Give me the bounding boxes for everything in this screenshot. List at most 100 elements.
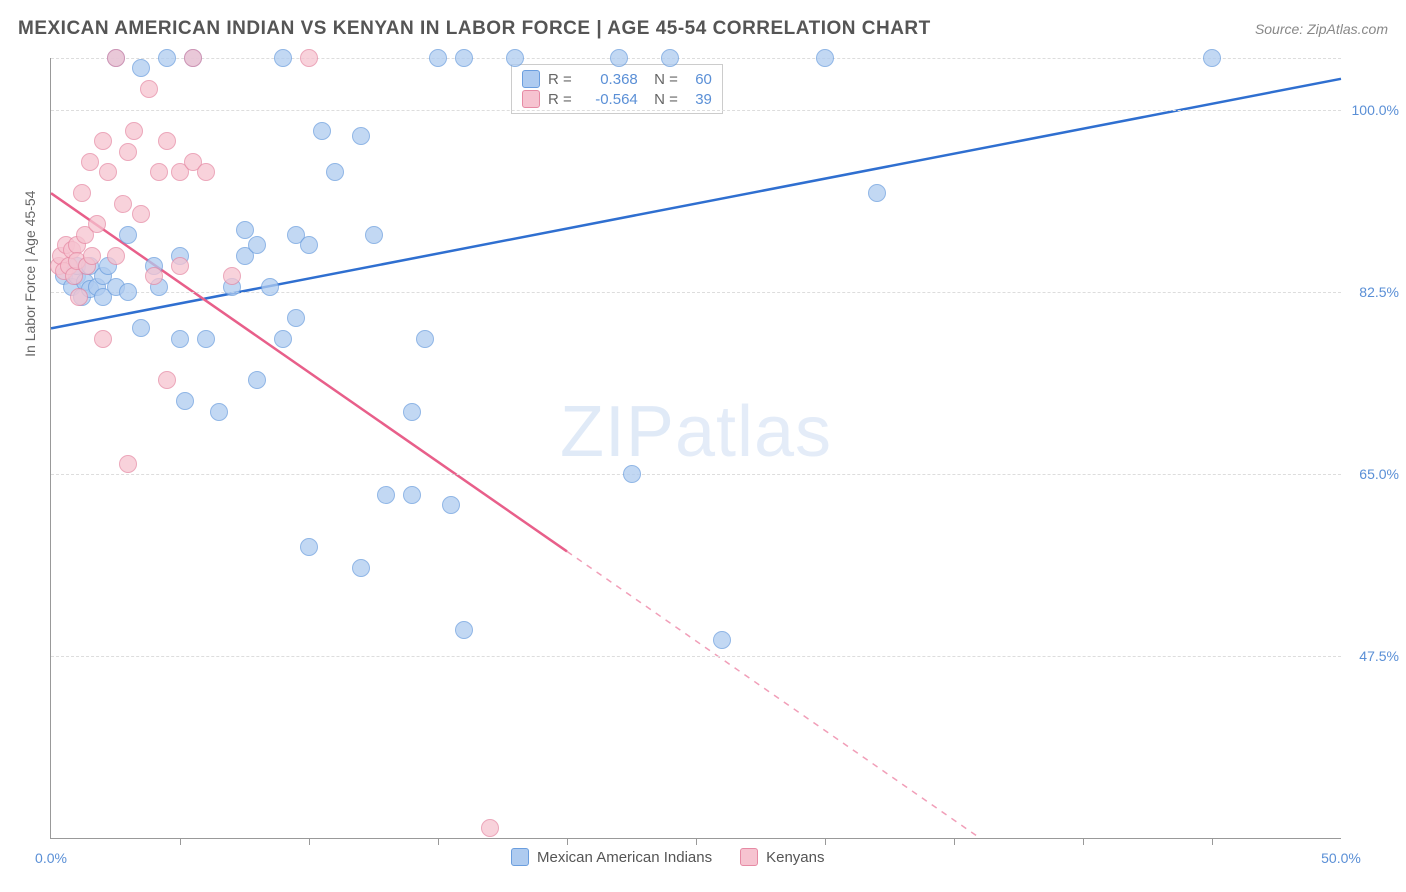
y-tick-label: 100.0%: [1344, 102, 1399, 118]
x-tick-mark: [1212, 838, 1213, 845]
data-point: [248, 236, 266, 254]
data-point: [481, 819, 499, 837]
stat-n-value: 39: [686, 91, 712, 108]
data-point: [125, 122, 143, 140]
data-point: [610, 49, 628, 67]
series-swatch: [522, 70, 540, 88]
x-tick-mark: [180, 838, 181, 845]
data-point: [274, 330, 292, 348]
plot-area: ZIPatlas R = 0.368 N = 60R = -0.564 N = …: [50, 58, 1341, 839]
data-point: [455, 49, 473, 67]
x-tick-mark: [825, 838, 826, 845]
data-point: [70, 288, 88, 306]
regression-lines: [51, 58, 1341, 838]
x-tick-mark: [438, 838, 439, 845]
stats-row: R = 0.368 N = 60: [522, 69, 712, 89]
x-tick-label: 0.0%: [35, 850, 67, 866]
data-point: [119, 226, 137, 244]
data-point: [429, 49, 447, 67]
data-point: [184, 49, 202, 67]
y-tick-label: 82.5%: [1344, 284, 1399, 300]
data-point: [197, 163, 215, 181]
data-point: [73, 184, 91, 202]
gridline: [51, 110, 1341, 111]
data-point: [132, 319, 150, 337]
legend-label: Kenyans: [766, 849, 824, 866]
legend-label: Mexican American Indians: [537, 849, 712, 866]
data-point: [119, 143, 137, 161]
data-point: [365, 226, 383, 244]
data-point: [94, 132, 112, 150]
data-point: [352, 127, 370, 145]
series-legend: Mexican American Indians Kenyans: [511, 848, 824, 866]
data-point: [197, 330, 215, 348]
data-point: [140, 80, 158, 98]
data-point: [403, 403, 421, 421]
y-tick-label: 47.5%: [1344, 648, 1399, 664]
data-point: [313, 122, 331, 140]
data-point: [287, 309, 305, 327]
gridline: [51, 58, 1341, 59]
data-point: [223, 267, 241, 285]
data-point: [300, 236, 318, 254]
data-point: [158, 371, 176, 389]
data-point: [171, 330, 189, 348]
data-point: [119, 283, 137, 301]
data-point: [94, 330, 112, 348]
data-point: [713, 631, 731, 649]
stats-row: R = -0.564 N = 39: [522, 89, 712, 109]
data-point: [88, 215, 106, 233]
x-tick-mark: [696, 838, 697, 845]
data-point: [210, 403, 228, 421]
data-point: [455, 621, 473, 639]
data-point: [506, 49, 524, 67]
data-point: [107, 247, 125, 265]
data-point: [661, 49, 679, 67]
gridline: [51, 292, 1341, 293]
gridline: [51, 656, 1341, 657]
data-point: [83, 247, 101, 265]
data-point: [132, 205, 150, 223]
gridline: [51, 474, 1341, 475]
chart-title: MEXICAN AMERICAN INDIAN VS KENYAN IN LAB…: [18, 18, 931, 40]
stat-r-label: R =: [548, 91, 572, 108]
source-label: Source: ZipAtlas.com: [1255, 21, 1388, 37]
data-point: [300, 538, 318, 556]
data-point: [81, 153, 99, 171]
data-point: [868, 184, 886, 202]
stat-n-label: N =: [646, 71, 678, 88]
stats-legend: R = 0.368 N = 60R = -0.564 N = 39: [511, 64, 723, 114]
data-point: [236, 221, 254, 239]
y-axis-label: In Labor Force | Age 45-54: [22, 191, 38, 357]
data-point: [99, 163, 117, 181]
stat-r-value: -0.564: [580, 91, 638, 108]
x-tick-mark: [1083, 838, 1084, 845]
data-point: [300, 49, 318, 67]
data-point: [416, 330, 434, 348]
data-point: [158, 132, 176, 150]
data-point: [107, 49, 125, 67]
stat-n-label: N =: [646, 91, 678, 108]
data-point: [442, 496, 460, 514]
data-point: [171, 257, 189, 275]
data-point: [248, 371, 266, 389]
stat-n-value: 60: [686, 71, 712, 88]
data-point: [816, 49, 834, 67]
stat-r-label: R =: [548, 71, 572, 88]
x-tick-mark: [309, 838, 310, 845]
data-point: [352, 559, 370, 577]
series-swatch: [740, 848, 758, 866]
data-point: [145, 267, 163, 285]
y-tick-label: 65.0%: [1344, 466, 1399, 482]
title-bar: MEXICAN AMERICAN INDIAN VS KENYAN IN LAB…: [18, 18, 1388, 40]
data-point: [403, 486, 421, 504]
legend-item: Kenyans: [740, 848, 824, 866]
data-point: [274, 49, 292, 67]
x-tick-label: 50.0%: [1321, 850, 1361, 866]
data-point: [119, 455, 137, 473]
series-swatch: [511, 848, 529, 866]
data-point: [326, 163, 344, 181]
legend-item: Mexican American Indians: [511, 848, 712, 866]
stat-r-value: 0.368: [580, 71, 638, 88]
data-point: [377, 486, 395, 504]
